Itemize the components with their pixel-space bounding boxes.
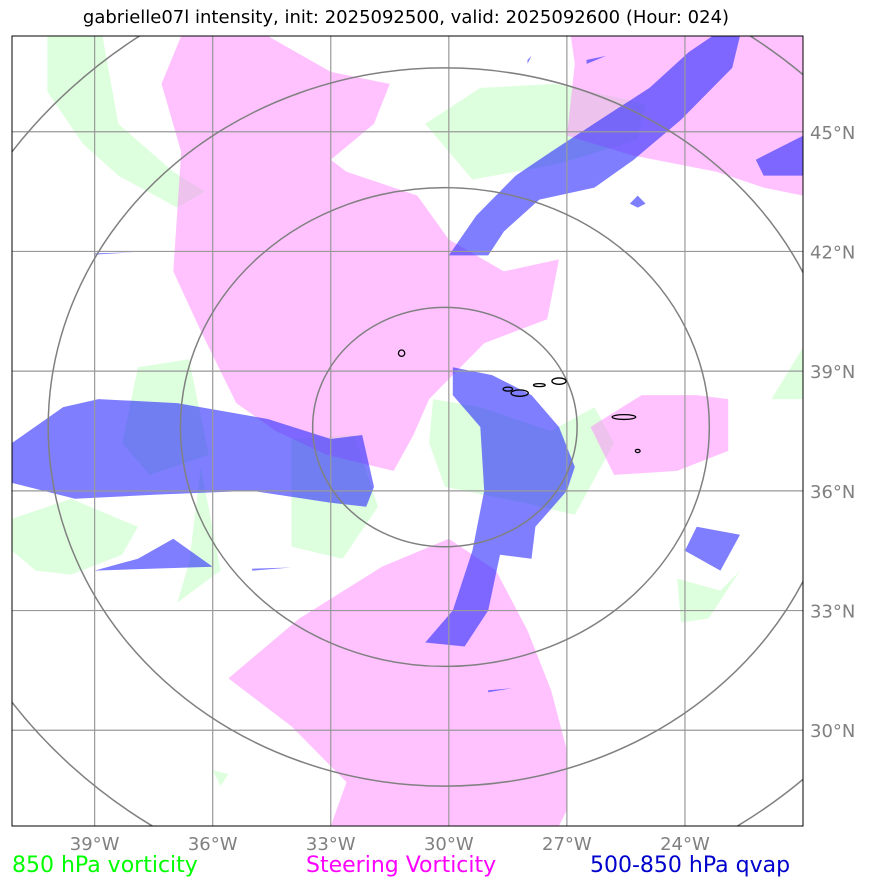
layer-2-polygon-7 <box>95 252 134 254</box>
lon-tick-label-1: 36°W <box>188 834 238 855</box>
contour-4 <box>533 384 545 387</box>
legend-qvap: 500-850 hPa qvap <box>590 853 790 878</box>
layer-0-polygon-9 <box>213 770 229 786</box>
lat-tick-label-0: 30°N <box>810 721 855 742</box>
legend-steering-vorticity: Steering Vorticity <box>306 853 496 878</box>
layer-2-polygon-4 <box>685 527 740 571</box>
layer-2-polygon-8 <box>630 196 646 208</box>
contour-1 <box>552 378 566 384</box>
layer-0-polygon-7 <box>677 571 740 623</box>
layer-1-polygon-3 <box>591 395 729 475</box>
lon-tick-label-0: 39°W <box>70 834 120 855</box>
lat-tick-label-5: 45°N <box>810 123 855 144</box>
lon-tick-label-2: 33°W <box>306 834 356 855</box>
lat-tick-label-2: 36°N <box>810 482 855 503</box>
layer-2-polygon-11 <box>528 56 532 64</box>
lon-tick-label-4: 27°W <box>542 834 592 855</box>
lat-tick-label-3: 39°N <box>810 362 855 383</box>
layer-2-polygon-6 <box>252 568 291 571</box>
layer-0-polygon-3 <box>12 499 138 575</box>
legend-850-vorticity: 850 hPa vorticity <box>12 853 198 878</box>
lon-tick-label-3: 30°W <box>424 834 474 855</box>
lon-tick-label-5: 24°W <box>660 834 710 855</box>
layer-0-polygon-8 <box>772 347 804 399</box>
lat-tick-label-1: 33°N <box>810 602 855 623</box>
lat-tick-label-4: 42°N <box>810 242 855 263</box>
